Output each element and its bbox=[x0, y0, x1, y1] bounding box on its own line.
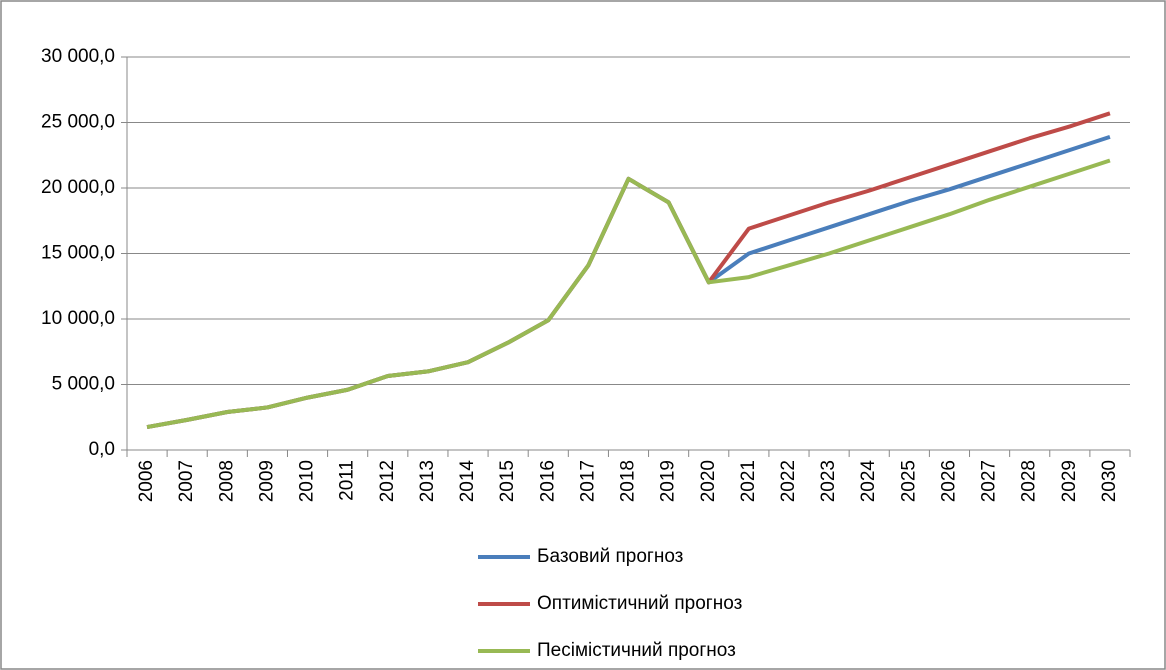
series-line bbox=[146, 158, 1111, 430]
x-tick-label: 2006 bbox=[136, 460, 157, 502]
x-tick-label: 2018 bbox=[618, 460, 639, 502]
x-tick-label: 2013 bbox=[417, 460, 438, 502]
y-tick-label: 25 000,0 bbox=[41, 112, 115, 133]
x-tick-label: 2020 bbox=[698, 460, 719, 502]
x-tick-label: 2030 bbox=[1099, 460, 1120, 502]
x-tick-label: 2011 bbox=[337, 460, 358, 501]
y-tick-label: 30 000,0 bbox=[41, 46, 115, 67]
x-tick-label: 2023 bbox=[818, 460, 839, 502]
y-tick-label: 20 000,0 bbox=[41, 177, 115, 198]
legend-label: Базовий прогноз bbox=[537, 546, 683, 567]
x-tick-label: 2007 bbox=[176, 460, 197, 502]
x-tick-label: 2025 bbox=[898, 460, 919, 502]
legend-label: Оптимістичний прогноз bbox=[537, 593, 742, 614]
x-tick-label: 2028 bbox=[1019, 460, 1040, 502]
x-tick-label: 2016 bbox=[537, 460, 558, 502]
x-tick-label: 2012 bbox=[377, 460, 398, 502]
x-tick-label: 2008 bbox=[216, 460, 237, 502]
x-tick-label: 2015 bbox=[497, 460, 518, 502]
x-tick-label: 2022 bbox=[778, 460, 799, 502]
y-tick-label: 0,0 bbox=[89, 439, 115, 460]
y-tick-label: 10 000,0 bbox=[41, 308, 115, 329]
x-tick-label: 2026 bbox=[938, 460, 959, 502]
legend-label: Песімістичний прогноз bbox=[537, 640, 736, 661]
x-tick-label: 2014 bbox=[457, 460, 478, 503]
x-tick-label: 2019 bbox=[658, 460, 679, 502]
x-tick-label: 2017 bbox=[577, 460, 598, 502]
x-tick-label: 2009 bbox=[256, 460, 277, 502]
x-tick-label: 2029 bbox=[1059, 460, 1080, 502]
y-tick-label: 5 000,0 bbox=[52, 374, 115, 395]
x-tick-label: 2024 bbox=[858, 460, 879, 503]
x-tick-label: 2021 bbox=[738, 460, 759, 502]
y-tick-label: 15 000,0 bbox=[41, 243, 115, 264]
x-tick-label: 2027 bbox=[979, 460, 1000, 502]
x-tick-label: 2010 bbox=[297, 460, 318, 502]
